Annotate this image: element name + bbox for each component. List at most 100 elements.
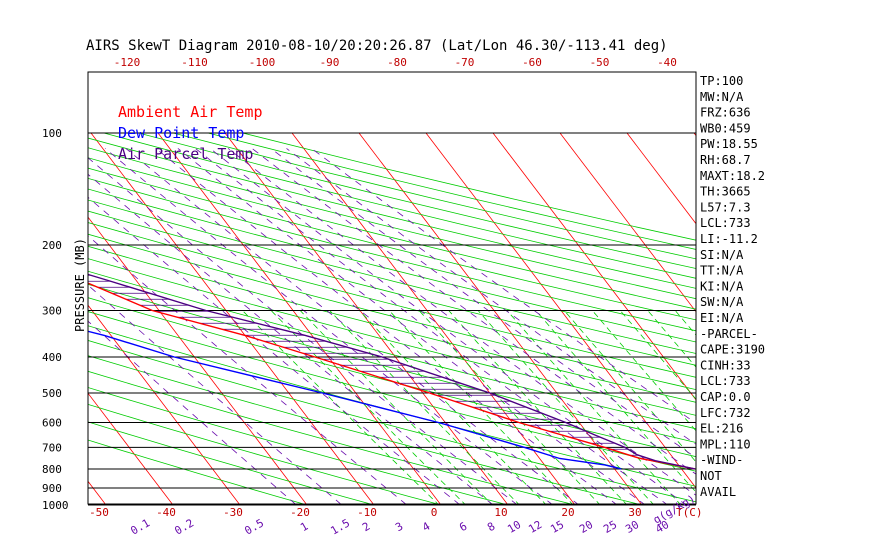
mixing-ratio-label: 40: [653, 518, 671, 536]
isobar-lines: [88, 132, 696, 506]
index-item: -PARCEL-: [700, 327, 758, 341]
index-item: WB0:459: [700, 121, 751, 135]
top-temp-tick-label: -110: [181, 56, 208, 69]
mixing-ratio-line: [270, 148, 696, 459]
top-temp-tick-label: -80: [387, 56, 407, 69]
pressure-tick-label: 800: [42, 463, 62, 476]
dry-adiabat-line: [88, 325, 696, 487]
dry-adiabat-lines: [88, 132, 696, 504]
bottom-temp-tick-label: 30: [628, 506, 641, 519]
isotherm-line: [626, 132, 696, 225]
moist-adiabat-line: [591, 310, 696, 432]
index-item: PW:18.55: [700, 137, 758, 151]
mixing-ratio-line: [227, 148, 696, 496]
sounding-profiles: [88, 273, 696, 470]
mixing-ratio-line: [88, 320, 296, 504]
index-item: LFC:732: [700, 406, 751, 420]
mixing-ratio-label: 30: [623, 518, 641, 536]
mixing-ratio-line: [209, 148, 686, 504]
chart-legend: Ambient Air Temp Dew Point Temp Air Parc…: [118, 103, 263, 163]
mixing-ratio-label: 20: [577, 518, 595, 536]
mixing-ratio-line: [286, 148, 696, 445]
dry-adiabat-line: [88, 355, 640, 504]
index-item: MW:N/A: [700, 90, 744, 104]
mixing-ratio-label: 25: [601, 518, 619, 536]
pressure-tick-labels: 100 200 300 400 500 600 700 800 900 1000: [42, 127, 69, 512]
plot-frame: [87, 71, 697, 505]
temperature-unit-label: T(C): [676, 506, 703, 519]
mixing-ratio-label: 2: [360, 520, 372, 535]
mixing-ratio-line: [125, 148, 579, 504]
dew-point-line: [88, 330, 622, 470]
dry-adiabat-line: [88, 340, 696, 503]
index-item: LCL:733: [700, 374, 751, 388]
dry-adiabat-line: [88, 403, 439, 504]
moist-adiabat-line: [535, 310, 696, 493]
isotherm-line: [358, 132, 642, 504]
mixing-ratio-line: [88, 235, 407, 504]
isotherm-line: [0, 133, 45, 513]
bottom-temp-tick-label: -50: [89, 506, 109, 519]
mixing-ratio-label: 6: [457, 520, 469, 535]
index-item: SI:N/A: [700, 248, 744, 262]
index-item: AVAIL: [700, 485, 736, 499]
bottom-temperature-ticks: -50 -40 -30 -20 -10 0 10 20 30: [89, 506, 642, 519]
dry-adiabat-line: [88, 188, 696, 343]
mixing-ratio-line: [177, 148, 645, 504]
bottom-temp-tick-label: -10: [357, 506, 377, 519]
index-item: RH:68.7: [700, 153, 751, 167]
dry-adiabat-line: [88, 147, 696, 300]
mixing-ratio-label: 8: [485, 520, 497, 535]
index-item: LI:-11.2: [700, 232, 758, 246]
isotherm-line: [88, 392, 173, 504]
mixing-ratio-line: [88, 284, 342, 504]
dry-adiabat-line: [88, 270, 696, 430]
moist-adiabat-line: [619, 310, 696, 400]
bottom-temp-tick-label: 10: [494, 506, 507, 519]
mixing-ratio-line: [155, 148, 617, 504]
mixing-ratio-label: 1: [298, 520, 310, 535]
dry-adiabat-line: [88, 177, 696, 332]
dry-adiabat-line: [88, 245, 696, 403]
mixing-ratio-label: 10: [505, 518, 523, 536]
isotherm-line: [157, 132, 441, 504]
dry-adiabat-line: [88, 210, 696, 366]
bottom-temp-tick-label: -20: [290, 506, 310, 519]
moist-adiabat-line: [329, 310, 520, 504]
mixing-ratio-label: 0.2: [172, 516, 196, 537]
isotherm-line: [492, 132, 696, 401]
dry-adiabat-line: [88, 311, 696, 472]
top-temperature-ticks: -120 -110 -100 -90 -80 -70 -60 -50 -40: [114, 56, 677, 69]
top-temp-tick-label: -40: [657, 56, 677, 69]
index-item: NOT: [700, 469, 722, 483]
dry-adiabat-line: [88, 421, 372, 504]
top-temp-tick-label: -90: [320, 56, 340, 69]
dry-adiabat-line: [88, 137, 696, 289]
index-item: KI:N/A: [700, 279, 744, 293]
isotherm-line: [88, 480, 106, 504]
index-item: MAXT:18.2: [700, 169, 765, 183]
mixing-ratio-label: 0.5: [242, 516, 266, 537]
dry-adiabat-line: [88, 222, 696, 378]
index-item: LCL:733: [700, 216, 751, 230]
index-item: MPL:110: [700, 437, 751, 451]
parcel-temp-line: [88, 273, 696, 470]
mixing-ratio-line: [311, 148, 696, 424]
bottom-temp-tick-label: 20: [561, 506, 574, 519]
top-temp-tick-label: -100: [249, 56, 276, 69]
mixing-ratio-line: [251, 148, 696, 475]
mixing-ratio-label: 12: [526, 518, 544, 536]
mixing-ratio-label: 0.1: [128, 516, 152, 537]
isotherm-line: [88, 216, 307, 504]
dry-adiabat-line: [88, 167, 696, 321]
moist-adiabat-line: [389, 310, 573, 504]
mixing-ratio-line: [88, 196, 460, 504]
dry-adiabat-line: [88, 297, 696, 458]
bottom-temp-tick-label: 0: [431, 506, 438, 519]
top-temp-tick-label: -120: [114, 56, 141, 69]
pressure-tick-label: 300: [42, 304, 62, 317]
moist-adiabat-line: [242, 310, 439, 504]
dry-adiabat-line: [207, 132, 696, 250]
index-item: CINH:33: [700, 358, 751, 372]
